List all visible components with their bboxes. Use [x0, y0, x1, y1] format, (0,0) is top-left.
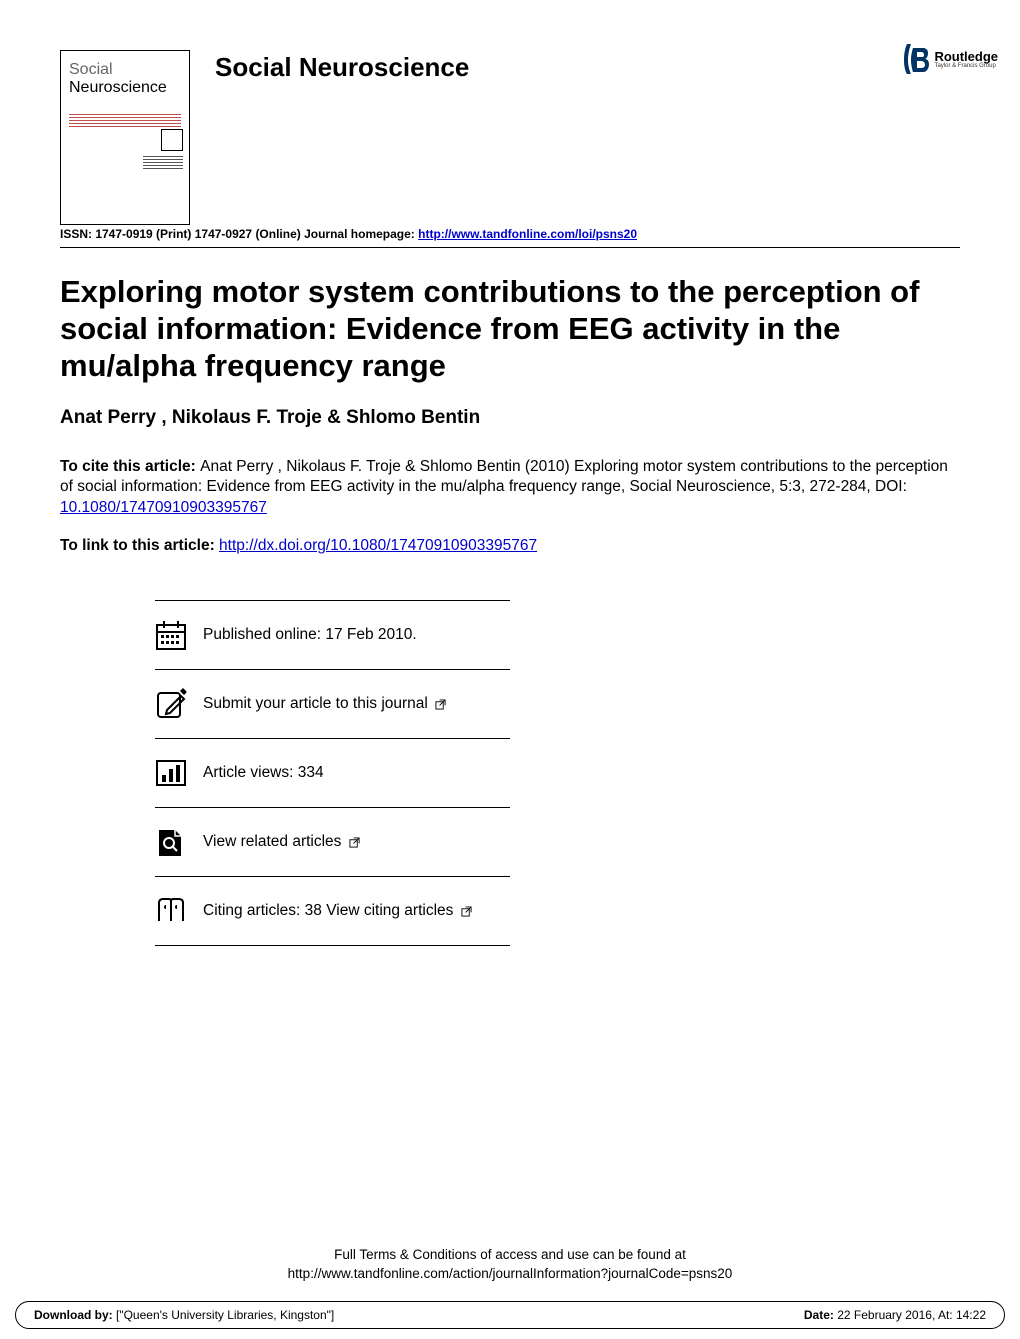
download-by-label: Download by: [34, 1308, 116, 1322]
citation-block: To cite this article: Anat Perry , Nikol… [60, 457, 960, 520]
action-text: Published online: 17 Feb 2010. [203, 626, 417, 644]
action-published-online: Published online: 17 Feb 2010. [155, 600, 510, 670]
publisher-text: Routledge Taylor & Francis Group [934, 50, 998, 69]
article-link[interactable]: http://dx.doi.org/10.1080/17470910903395… [219, 537, 537, 554]
action-article-views: Article views: 334 [155, 739, 510, 808]
action-submit-article[interactable]: Submit your article to this journal [155, 670, 510, 739]
external-link-icon [435, 699, 446, 710]
external-link-icon [461, 906, 472, 917]
journal-name: Social Neuroscience [215, 52, 960, 83]
cover-word1: Social [69, 61, 113, 78]
action-citing-articles[interactable]: Citing articles: 38 View citing articles [155, 877, 510, 946]
journal-cover-thumbnail: Social Neuroscience [60, 50, 190, 225]
action-text: Citing articles: 38 View citing articles [203, 902, 472, 920]
publisher-logo: Routledge Taylor & Francis Group [901, 42, 998, 76]
link-label: To link to this article: [60, 537, 219, 554]
citation-label: To cite this article: [60, 458, 200, 475]
cover-title: Social Neuroscience [69, 61, 181, 96]
action-text: View related articles [203, 833, 360, 851]
action-label: Citing articles: 38 View citing articles [203, 902, 458, 919]
cover-box-decor [161, 129, 183, 151]
article-title: Exploring motor system contributions to … [60, 273, 960, 385]
article-authors: Anat Perry , Nikolaus F. Troje & Shlomo … [60, 407, 960, 429]
cover-hlines-decor [143, 154, 183, 171]
doi-link[interactable]: 10.1080/17470910903395767 [60, 499, 267, 516]
external-link-icon [349, 837, 360, 848]
footer-text: Full Terms & Conditions of access and us… [0, 1246, 1020, 1284]
date-value: 22 February 2016, At: 14:22 [837, 1308, 986, 1322]
cover-word2: Neuroscience [69, 79, 167, 96]
publisher-name: Routledge [934, 50, 998, 63]
header-divider [60, 247, 960, 248]
publisher-sub: Taylor & Francis Group [934, 63, 998, 69]
download-by: Download by: ["Queen's University Librar… [34, 1308, 334, 1322]
citing-icon [155, 895, 187, 927]
action-related-articles[interactable]: View related articles [155, 808, 510, 877]
link-block: To link to this article: http://dx.doi.o… [60, 537, 960, 555]
header-main: Social Neuroscience [215, 50, 960, 83]
calendar-icon [155, 619, 187, 651]
action-label: Submit your article to this journal [203, 695, 432, 712]
views-icon [155, 757, 187, 789]
related-icon [155, 826, 187, 858]
action-text: Article views: 334 [203, 764, 324, 782]
download-info-bar: Download by: ["Queen's University Librar… [15, 1301, 1005, 1329]
cover-decor-lines [69, 114, 181, 127]
routledge-icon [901, 42, 931, 76]
header-row: Social Neuroscience Social Neu [60, 50, 960, 225]
date-label: Date: [804, 1308, 837, 1322]
actions-list: Published online: 17 Feb 2010. Submit yo… [155, 600, 960, 946]
submit-icon [155, 688, 187, 720]
footer-line2: http://www.tandfonline.com/action/journa… [288, 1266, 733, 1281]
issn-line: ISSN: 1747-0919 (Print) 1747-0927 (Onlin… [60, 227, 960, 241]
action-text: Submit your article to this journal [203, 695, 446, 713]
journal-homepage-link[interactable]: http://www.tandfonline.com/loi/psns20 [418, 227, 637, 241]
download-by-value: ["Queen's University Libraries, Kingston… [116, 1308, 334, 1322]
download-date: Date: 22 February 2016, At: 14:22 [804, 1308, 986, 1322]
issn-text: ISSN: 1747-0919 (Print) 1747-0927 (Onlin… [60, 227, 418, 241]
footer-line1: Full Terms & Conditions of access and us… [334, 1247, 686, 1262]
action-label: View related articles [203, 833, 346, 850]
